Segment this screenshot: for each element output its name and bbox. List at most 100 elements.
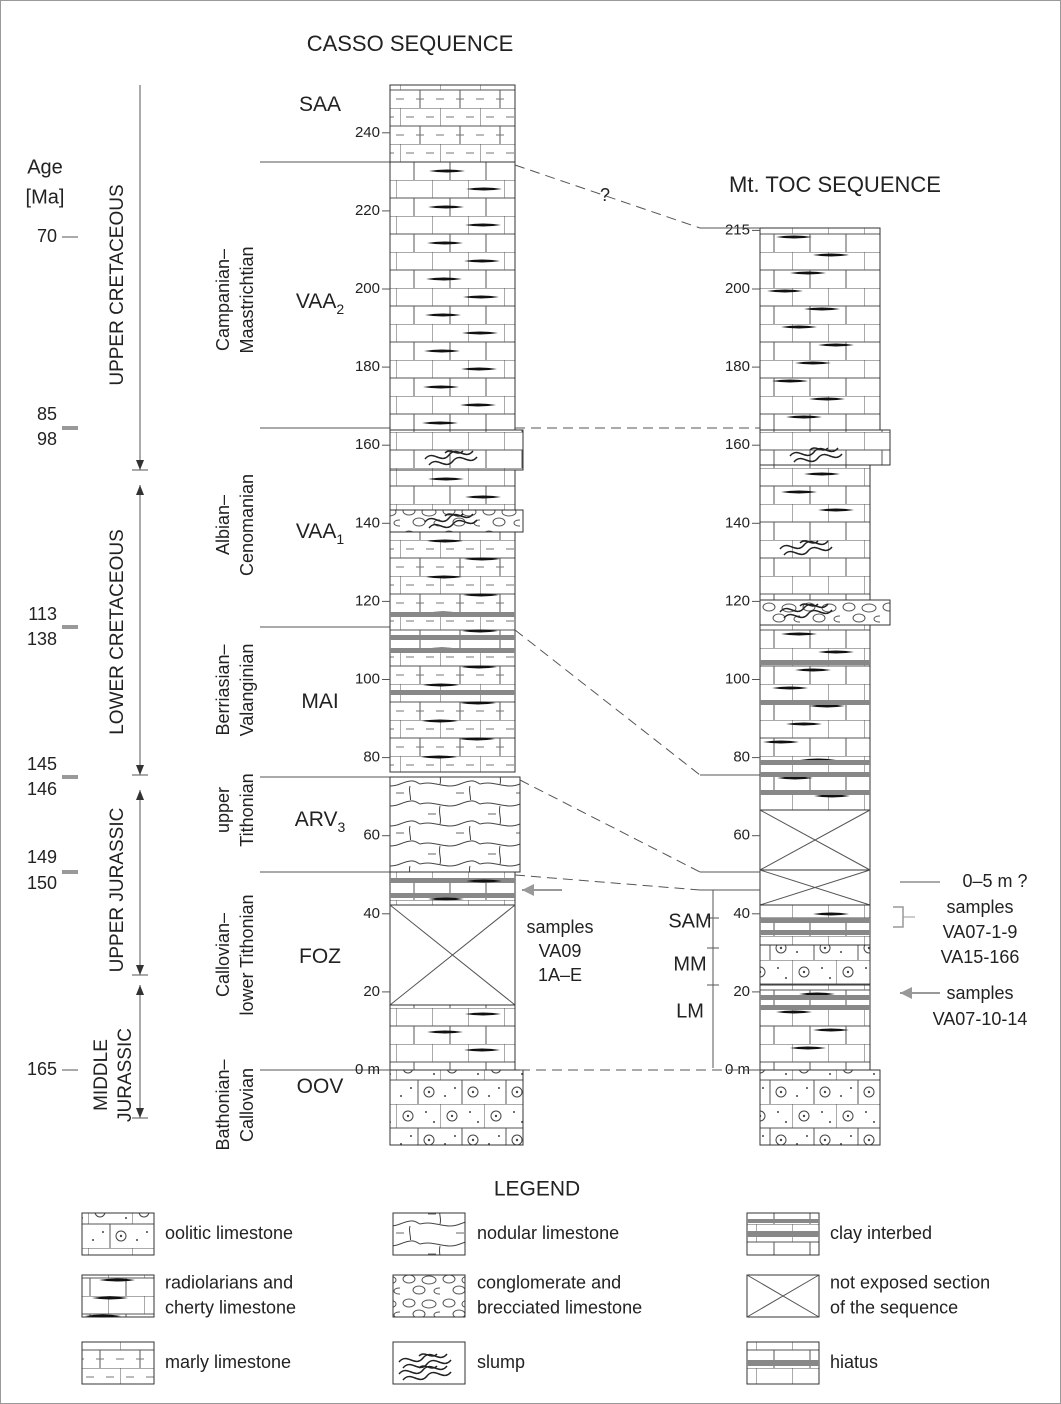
clay-band <box>760 930 870 935</box>
formation-subscript: 2 <box>336 301 344 317</box>
stratigraphic-figure: CASSO SEQUENCEMt. TOC SEQUENCEAge[Ma]708… <box>0 0 1061 1404</box>
depth-label: 100 <box>355 670 380 687</box>
depth-label: 140 <box>355 514 380 531</box>
formation-subscript: 1 <box>336 531 344 547</box>
age-label: 70 <box>37 226 57 246</box>
legend-label: hiatus <box>830 1352 878 1372</box>
depth-label: 160 <box>355 436 380 453</box>
age-title: Age <box>27 156 63 178</box>
depth-label: 60 <box>733 827 750 844</box>
clay-band <box>760 790 870 795</box>
depth-label: 180 <box>725 358 750 375</box>
legend-icon <box>393 1213 465 1255</box>
clay-band <box>390 690 515 695</box>
formation-subscript: 3 <box>338 819 346 835</box>
unit-label: SAM <box>668 910 711 932</box>
depth-label: 40 <box>363 905 380 922</box>
cherty-limestone <box>760 625 870 810</box>
stage-label: lower Tithonian <box>237 894 257 1015</box>
stage-label: upper <box>213 787 233 833</box>
oolitic-limestone <box>390 1070 523 1145</box>
formation-name: SAA <box>299 93 341 116</box>
clay-band <box>760 1005 870 1010</box>
stage-label: Valanginian <box>237 644 257 737</box>
clay-band <box>390 648 515 653</box>
clay-band <box>747 1231 819 1237</box>
legend-label: cherty limestone <box>165 1297 296 1317</box>
legend-icon <box>82 1342 154 1384</box>
depth-label: 120 <box>355 592 380 609</box>
depth-label: 0 m <box>725 1061 750 1078</box>
depth-label: 215 <box>725 221 750 238</box>
depth-label: 40 <box>733 905 750 922</box>
legend-title: LEGEND <box>494 1178 580 1201</box>
casso-title: CASSO SEQUENCE <box>307 31 514 56</box>
legend-label: not exposed section <box>830 1272 990 1292</box>
age-label: 165 <box>27 1059 57 1079</box>
limestone <box>760 465 870 600</box>
sample-label: VA15-166 <box>941 947 1020 967</box>
clay-band <box>760 660 870 665</box>
period-label: MIDDLE <box>91 1039 112 1111</box>
legend-label: clay interbed <box>830 1223 932 1243</box>
sample-label: VA07-10-14 <box>933 1009 1028 1029</box>
clay-band <box>390 893 515 898</box>
legend-icon <box>393 1342 465 1384</box>
unit-label: MM <box>673 953 706 975</box>
formation-name: FOZ <box>299 945 341 968</box>
gap-label: 0–5 m ? <box>962 871 1027 891</box>
stage-label: Callovian– <box>213 913 233 997</box>
stage-label: Albian– <box>213 495 233 555</box>
conglomerate <box>760 600 890 625</box>
period-label: UPPER JURASSIC <box>107 808 128 973</box>
age-title: [Ma] <box>26 186 65 208</box>
depth-label: 80 <box>363 749 380 766</box>
age-label: 85 <box>37 404 57 424</box>
sample-label: samples <box>946 983 1013 1003</box>
age-label: 150 <box>27 873 57 893</box>
depth-label: 200 <box>725 280 750 297</box>
legend-label: conglomerate and <box>477 1272 621 1292</box>
question-mark: ? <box>600 185 610 205</box>
depth-label: 20 <box>733 983 750 1000</box>
formation-name: MAI <box>301 690 338 713</box>
clay-band <box>760 772 870 777</box>
age-label: 98 <box>37 429 57 449</box>
formation-label: SAA <box>299 93 341 116</box>
age-label: 146 <box>27 779 57 799</box>
sample-label: samples <box>946 897 1013 917</box>
age-label: 113 <box>28 604 57 624</box>
depth-label: 120 <box>725 592 750 609</box>
formation-name: VAA <box>296 290 336 313</box>
age-label: 145 <box>27 754 57 774</box>
period-label: UPPER CRETACEOUS <box>107 184 128 385</box>
stage-label: Tithonian <box>237 773 257 846</box>
sample-label: VA09 <box>539 941 582 961</box>
depth-label: 20 <box>363 983 380 1000</box>
stage-label: Cenomanian <box>237 474 257 576</box>
limestone <box>390 430 523 470</box>
cherty-limestone <box>390 1005 515 1070</box>
depth-label: 0 m <box>355 1061 380 1078</box>
limestone <box>390 470 515 510</box>
clay-band <box>747 1219 819 1223</box>
period-label: JURASSIC <box>115 1028 136 1122</box>
formation-name: OOV <box>297 1075 344 1098</box>
depth-label: 240 <box>355 124 380 141</box>
stage-label: Maastrichtian <box>237 246 257 353</box>
legend-label: brecciated limestone <box>477 1297 642 1317</box>
formation-label: OOV <box>297 1075 344 1098</box>
depth-label: 100 <box>725 670 750 687</box>
cherty-limestone <box>760 905 870 945</box>
clay-band <box>390 635 515 640</box>
stage-label: Berriasian– <box>213 644 233 735</box>
oolitic-limestone <box>760 945 870 985</box>
depth-label: 160 <box>725 436 750 453</box>
depth-label: 140 <box>725 514 750 531</box>
formation-name: ARV <box>295 808 338 831</box>
depth-label: 180 <box>355 358 380 375</box>
stage-label: Callovian <box>237 1068 257 1142</box>
formation-label: MAI <box>301 690 338 713</box>
age-label: 149 <box>27 847 57 867</box>
sample-label: 1A–E <box>538 965 582 985</box>
